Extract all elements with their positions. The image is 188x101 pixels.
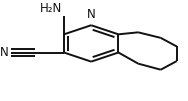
- Text: N: N: [87, 8, 96, 21]
- Text: N: N: [0, 46, 8, 59]
- Text: H₂N: H₂N: [40, 2, 62, 15]
